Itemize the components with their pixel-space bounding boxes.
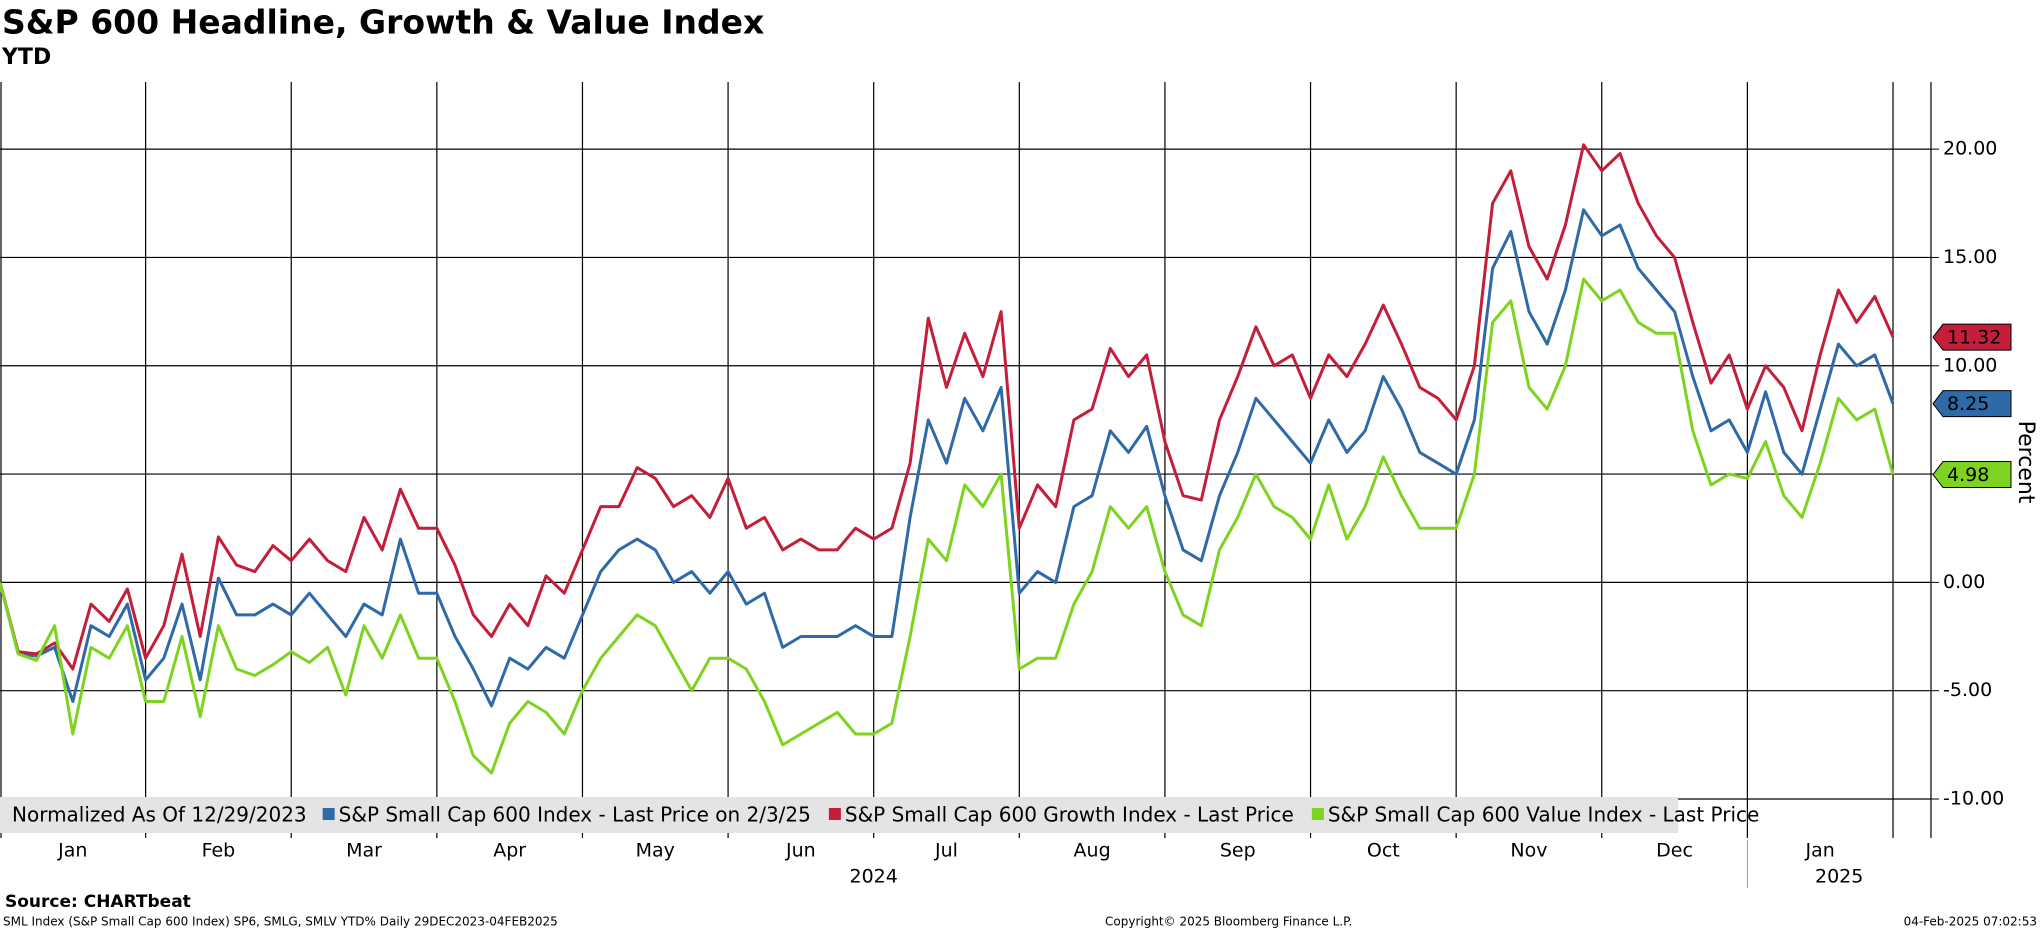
- y-tick-label: 20.00: [1943, 138, 1997, 160]
- y-tick-label: 15.00: [1943, 246, 1997, 268]
- last-value-tag: 4.98: [1932, 461, 2012, 489]
- tag-shape: [1932, 323, 2012, 351]
- legend: Normalized As Of 12/29/2023 S&P Small Cap…: [0, 797, 1759, 833]
- footer-center: Copyright© 2025 Bloomberg Finance L.P.: [1105, 915, 1352, 929]
- footer-right: 04-Feb-2025 07:02:53: [1904, 915, 2037, 929]
- source: Source: CHARTbeat: [5, 892, 191, 912]
- tag-label: 11.32: [1947, 327, 2001, 349]
- tag-shape: [1932, 461, 2012, 489]
- tag-label: 4.98: [1947, 464, 1989, 486]
- legend-label: S&P Small Cap 600 Growth Index - Last Pr…: [845, 803, 1294, 827]
- y-tick-label: -5.00: [1943, 679, 1992, 701]
- x-tick-label: Jun: [785, 840, 816, 862]
- year-label: 2025: [1815, 866, 1863, 888]
- series-line: [0, 143, 1895, 671]
- last-value-tag: 8.25: [1932, 390, 2012, 418]
- legend-note: Normalized As Of 12/29/2023: [12, 803, 307, 827]
- last-value-tag: 11.32: [1932, 323, 2012, 351]
- x-tick-label: Aug: [1074, 840, 1111, 862]
- y-axis-label: Percent: [2013, 421, 2038, 504]
- legend-swatch: [322, 808, 335, 820]
- series-line: [0, 208, 1895, 708]
- x-tick-label: Oct: [1367, 840, 1400, 862]
- y-tick-label: -10.00: [1943, 788, 2004, 810]
- x-tick-label: Apr: [493, 840, 526, 862]
- x-tick-label: Jan: [57, 840, 87, 862]
- x-tick-label: Sep: [1220, 840, 1256, 862]
- x-tick-label: Jul: [934, 840, 958, 862]
- legend-swatch: [1311, 808, 1324, 820]
- x-tick-label: Nov: [1510, 840, 1547, 862]
- legend-label: S&P Small Cap 600 Value Index - Last Pri…: [1328, 803, 1760, 827]
- x-tick-label: Jan: [1805, 840, 1835, 862]
- tag-label: 8.25: [1947, 393, 1989, 415]
- y-tick-label: 10.00: [1943, 354, 1997, 376]
- x-tick-label: Dec: [1656, 840, 1693, 862]
- x-tick-label: May: [636, 840, 675, 862]
- footer-left: SML Index (S&P Small Cap 600 Index) SP6,…: [3, 915, 558, 929]
- legend-label: S&P Small Cap 600 Index - Last Price on …: [339, 803, 811, 827]
- x-tick-label: Feb: [202, 840, 236, 862]
- x-tick-label: Mar: [346, 840, 382, 862]
- legend-swatch: [828, 808, 841, 820]
- chart-subtitle: YTD: [1, 45, 51, 70]
- series-line: [0, 277, 1895, 775]
- year-label: 2024: [850, 866, 898, 888]
- chart-title: S&P 600 Headline, Growth & Value Index: [2, 3, 764, 42]
- tag-shape: [1932, 390, 2012, 418]
- y-tick-label: 0.00: [1943, 571, 1985, 593]
